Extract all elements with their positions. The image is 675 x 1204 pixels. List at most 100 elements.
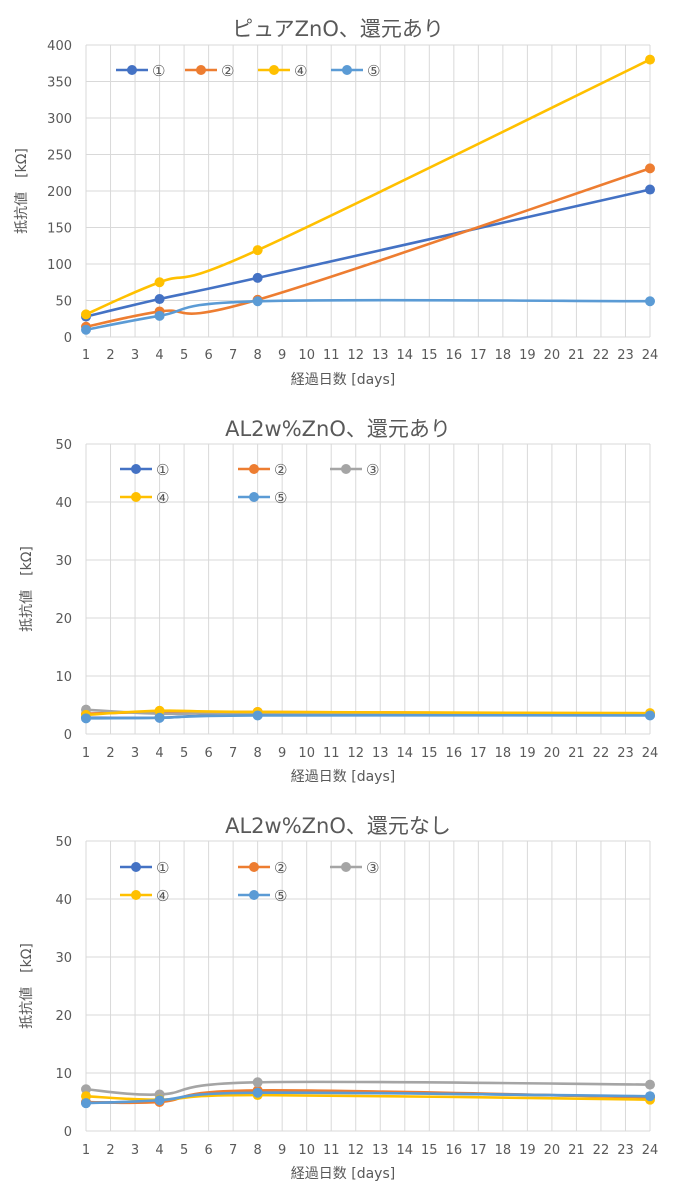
x-tick-label: 11 [323,348,340,363]
legend-swatch-marker [249,862,259,872]
data-point [252,1077,263,1088]
x-tick-label: 18 [495,348,512,363]
y-tick-label: 50 [55,295,72,310]
x-tick-label: 13 [372,348,389,363]
legend-entry: ① [120,461,169,479]
series-2 [81,163,655,332]
data-point [645,1079,655,1090]
y-axis-label: 抵抗値 [kΩ] [19,943,35,1029]
data-point [252,272,263,283]
x-tick-label: 24 [642,746,659,761]
x-tick-label: 20 [544,348,561,363]
x-tick-label: 15 [421,1143,438,1158]
y-tick-label: 350 [47,76,72,91]
x-tick-label: 12 [347,1143,364,1158]
legend-swatch-marker [341,862,351,872]
y-tick-label: 100 [47,258,72,273]
data-point [252,296,263,307]
legend-entry: ⑤ [238,489,287,507]
data-point [81,1098,91,1109]
x-tick-label: 24 [642,348,659,363]
legend-swatch-marker [131,862,141,872]
x-tick-label: 18 [495,746,512,761]
legend-label: ⑤ [274,489,287,507]
x-tick-label: 22 [593,1143,610,1158]
series-line [84,1091,652,1105]
x-tick-label: 8 [254,746,262,761]
y-axis-label: 抵抗値 [kΩ] [14,148,30,234]
data-point [154,294,165,305]
legend-entry: ④ [258,62,307,80]
chart-title: AL2w%ZnO、還元なし [225,814,451,838]
data-point [154,310,165,321]
x-tick-label: 17 [470,1143,487,1158]
x-tick-label: 18 [495,1143,512,1158]
legend-entry: ③ [330,461,379,479]
x-tick-label: 13 [372,1143,389,1158]
x-tick-label: 23 [617,1143,634,1158]
y-tick-label: 0 [64,331,72,346]
series-line [84,58,652,316]
legend-label: ② [274,461,287,479]
legend-label: ② [274,859,287,877]
x-tick-label: 4 [155,1143,163,1158]
x-tick-label: 2 [106,348,114,363]
x-tick-label: 9 [278,348,286,363]
x-tick-label: 4 [155,746,163,761]
series-line [84,167,652,329]
x-tick-label: 21 [568,1143,585,1158]
x-tick-label: 9 [278,746,286,761]
legend-entry: ② [185,62,234,80]
x-tick-label: 6 [204,1143,212,1158]
y-tick-label: 50 [55,438,72,453]
series-line [84,713,652,720]
y-tick-label: 0 [64,728,72,743]
x-axis-label: 経過日数 [days] [291,769,395,785]
x-axis-label: 経過日数 [days] [291,372,395,388]
x-tick-label: 12 [347,348,364,363]
series-4 [81,296,655,335]
legend-entry: ② [238,461,287,479]
legend-swatch-marker [249,464,259,474]
legend-entry: ① [116,62,165,80]
legend-label: ⑤ [274,887,287,905]
x-tick-label: 6 [204,348,212,363]
x-tick-label: 2 [106,1143,114,1158]
legend: ① ② ③ ④ ⑤ [120,859,379,905]
x-tick-label: 7 [229,1143,237,1158]
legend-label: ④ [294,62,307,80]
legend-label: ③ [366,859,379,877]
chart-title: AL2w%ZnO、還元あり [225,417,451,441]
x-tick-label: 15 [421,348,438,363]
data-point [252,245,263,256]
y-tick-label: 50 [55,835,72,850]
x-tick-label: 17 [470,746,487,761]
series-line [84,709,652,717]
y-tick-label: 400 [47,39,72,54]
y-tick-label: 30 [55,554,72,569]
y-tick-label: 40 [55,893,72,908]
legend-swatch-marker [342,65,352,75]
legend: ① ② ③ ④ ⑤ [120,461,379,507]
x-tick-label: 7 [229,348,237,363]
legend-swatch-marker [131,890,141,900]
data-point [252,1087,263,1098]
series-5 [81,1087,655,1109]
data-point [645,54,655,65]
chart-title: ピュアZnO、還元あり [232,17,444,41]
series-line [84,298,652,331]
x-tick-label: 5 [180,348,188,363]
legend-entry: ⑤ [238,887,287,905]
data-point [81,1091,91,1102]
data-point [252,710,263,721]
x-tick-label: 9 [278,1143,286,1158]
x-tick-label: 15 [421,746,438,761]
legend-label: ④ [156,489,169,507]
x-tick-label: 19 [519,746,536,761]
x-tick-label: 20 [544,1143,561,1158]
data-point [81,309,91,320]
legend-label: ① [156,859,169,877]
x-tick-label: 3 [131,1143,139,1158]
